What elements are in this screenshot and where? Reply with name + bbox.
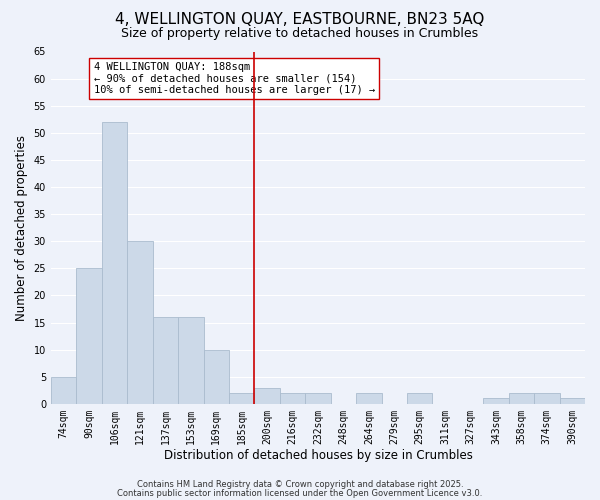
Text: 4 WELLINGTON QUAY: 188sqm
← 90% of detached houses are smaller (154)
10% of semi: 4 WELLINGTON QUAY: 188sqm ← 90% of detac… — [94, 62, 375, 96]
Bar — [51, 376, 76, 404]
Y-axis label: Number of detached properties: Number of detached properties — [15, 134, 28, 320]
Bar — [407, 393, 433, 404]
Bar — [203, 350, 229, 404]
X-axis label: Distribution of detached houses by size in Crumbles: Distribution of detached houses by size … — [164, 450, 472, 462]
Bar — [305, 393, 331, 404]
Bar — [483, 398, 509, 404]
Bar — [280, 393, 305, 404]
Bar — [127, 241, 152, 404]
Text: 4, WELLINGTON QUAY, EASTBOURNE, BN23 5AQ: 4, WELLINGTON QUAY, EASTBOURNE, BN23 5AQ — [115, 12, 485, 28]
Bar — [102, 122, 127, 404]
Text: Contains public sector information licensed under the Open Government Licence v3: Contains public sector information licen… — [118, 488, 482, 498]
Bar — [534, 393, 560, 404]
Bar — [356, 393, 382, 404]
Bar — [509, 393, 534, 404]
Bar — [254, 388, 280, 404]
Text: Size of property relative to detached houses in Crumbles: Size of property relative to detached ho… — [121, 28, 479, 40]
Bar — [152, 317, 178, 404]
Bar — [229, 393, 254, 404]
Bar — [178, 317, 203, 404]
Bar — [76, 268, 102, 404]
Bar — [560, 398, 585, 404]
Text: Contains HM Land Registry data © Crown copyright and database right 2025.: Contains HM Land Registry data © Crown c… — [137, 480, 463, 489]
